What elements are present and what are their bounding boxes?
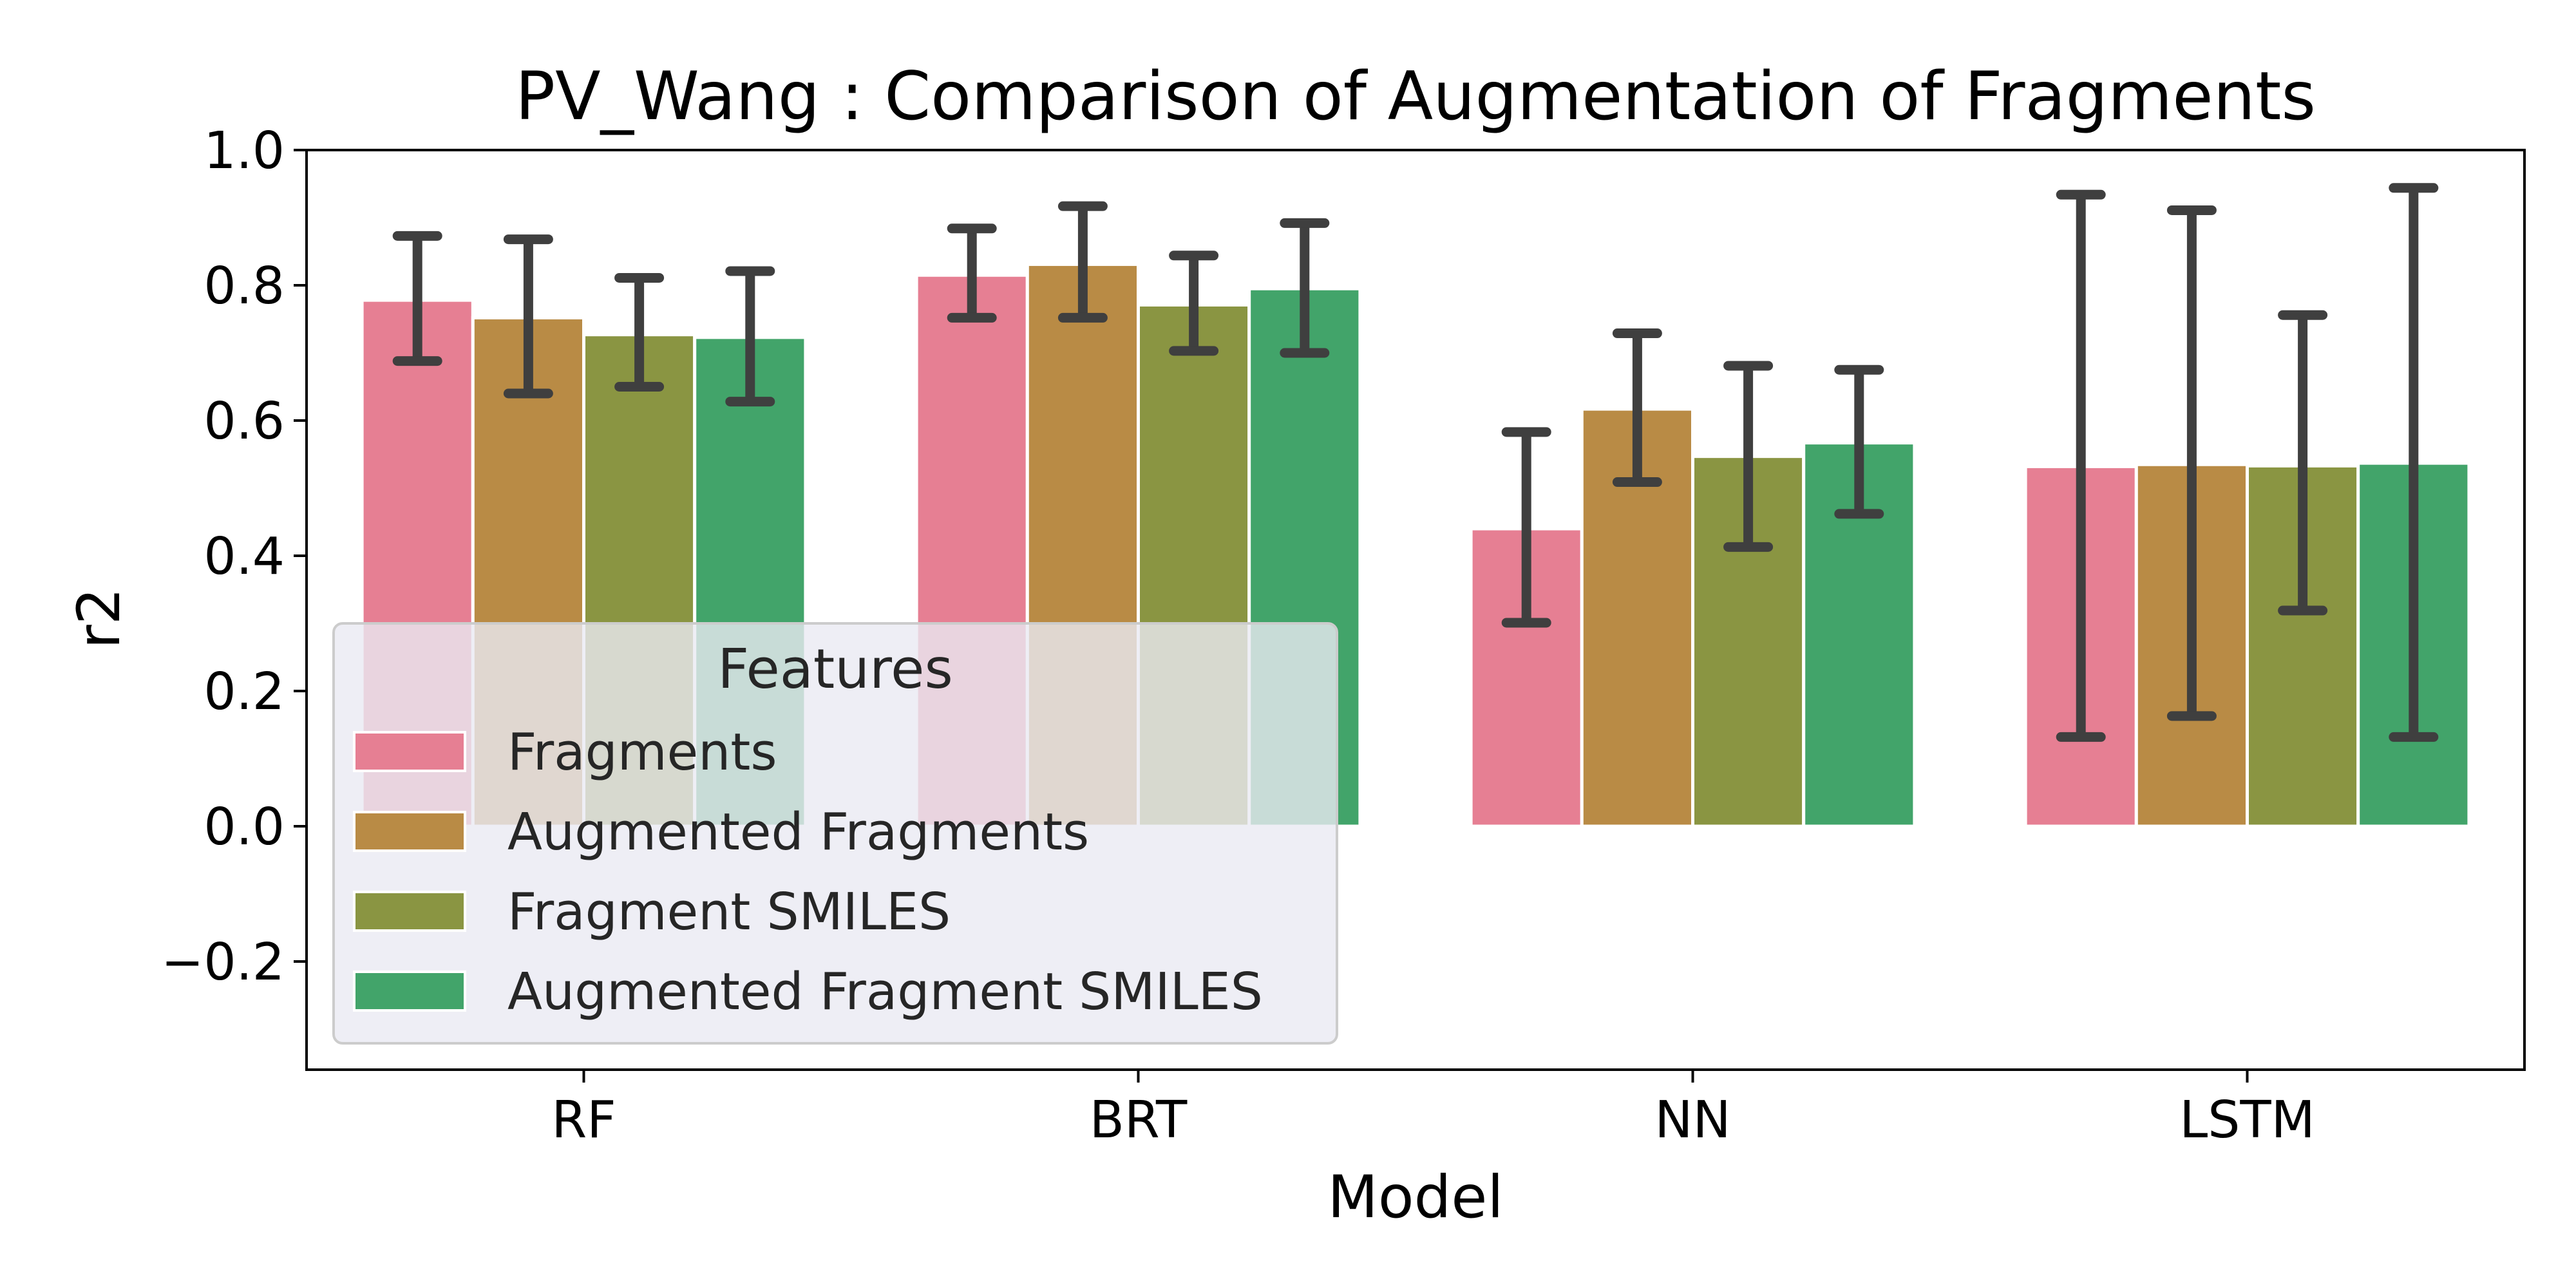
legend-label: Augmented Fragment SMILES (507, 962, 1263, 1021)
x-tick-label: LSTM (2179, 1090, 2315, 1150)
plot-frame (305, 149, 2526, 1071)
y-tick-label: −0.2 (161, 933, 285, 992)
x-tick-label: NN (1654, 1090, 1730, 1150)
y-tick-label: 1.0 (204, 121, 285, 180)
legend-label: Augmented Fragments (507, 802, 1089, 862)
y-tick-label: 0.6 (204, 392, 285, 451)
x-axis-label: Model (1327, 1164, 1503, 1231)
legend-swatch (353, 731, 466, 772)
y-axis-label: r2 (66, 587, 133, 649)
legend-title: Features (717, 638, 952, 701)
y-axis: −0.2 0.0 0.2 0.4 0.6 0.8 1.0 (161, 121, 307, 992)
legend-swatch (353, 811, 466, 852)
x-tick-label: BRT (1090, 1090, 1188, 1150)
legend-items: Fragments Augmented Fragments Fragment SMI… (353, 723, 1263, 1021)
y-tick-label: 0.0 (204, 797, 285, 857)
x-tick-label: RF (551, 1090, 616, 1150)
legend-swatch (353, 971, 466, 1012)
x-axis: RF BRT NN LSTM (551, 1070, 2315, 1150)
legend-swatch (353, 891, 466, 932)
y-tick-label: 0.4 (204, 527, 285, 586)
y-tick-label: 0.2 (204, 662, 285, 721)
legend-box (332, 622, 1338, 1045)
legend-label: Fragments (507, 723, 777, 782)
legend-label: Fragment SMILES (507, 882, 951, 942)
chart-title: PV_Wang : Comparison of Augmentation of … (515, 58, 2316, 135)
errorbars-layer (392, 183, 2439, 742)
y-tick-label: 0.8 (204, 256, 285, 316)
